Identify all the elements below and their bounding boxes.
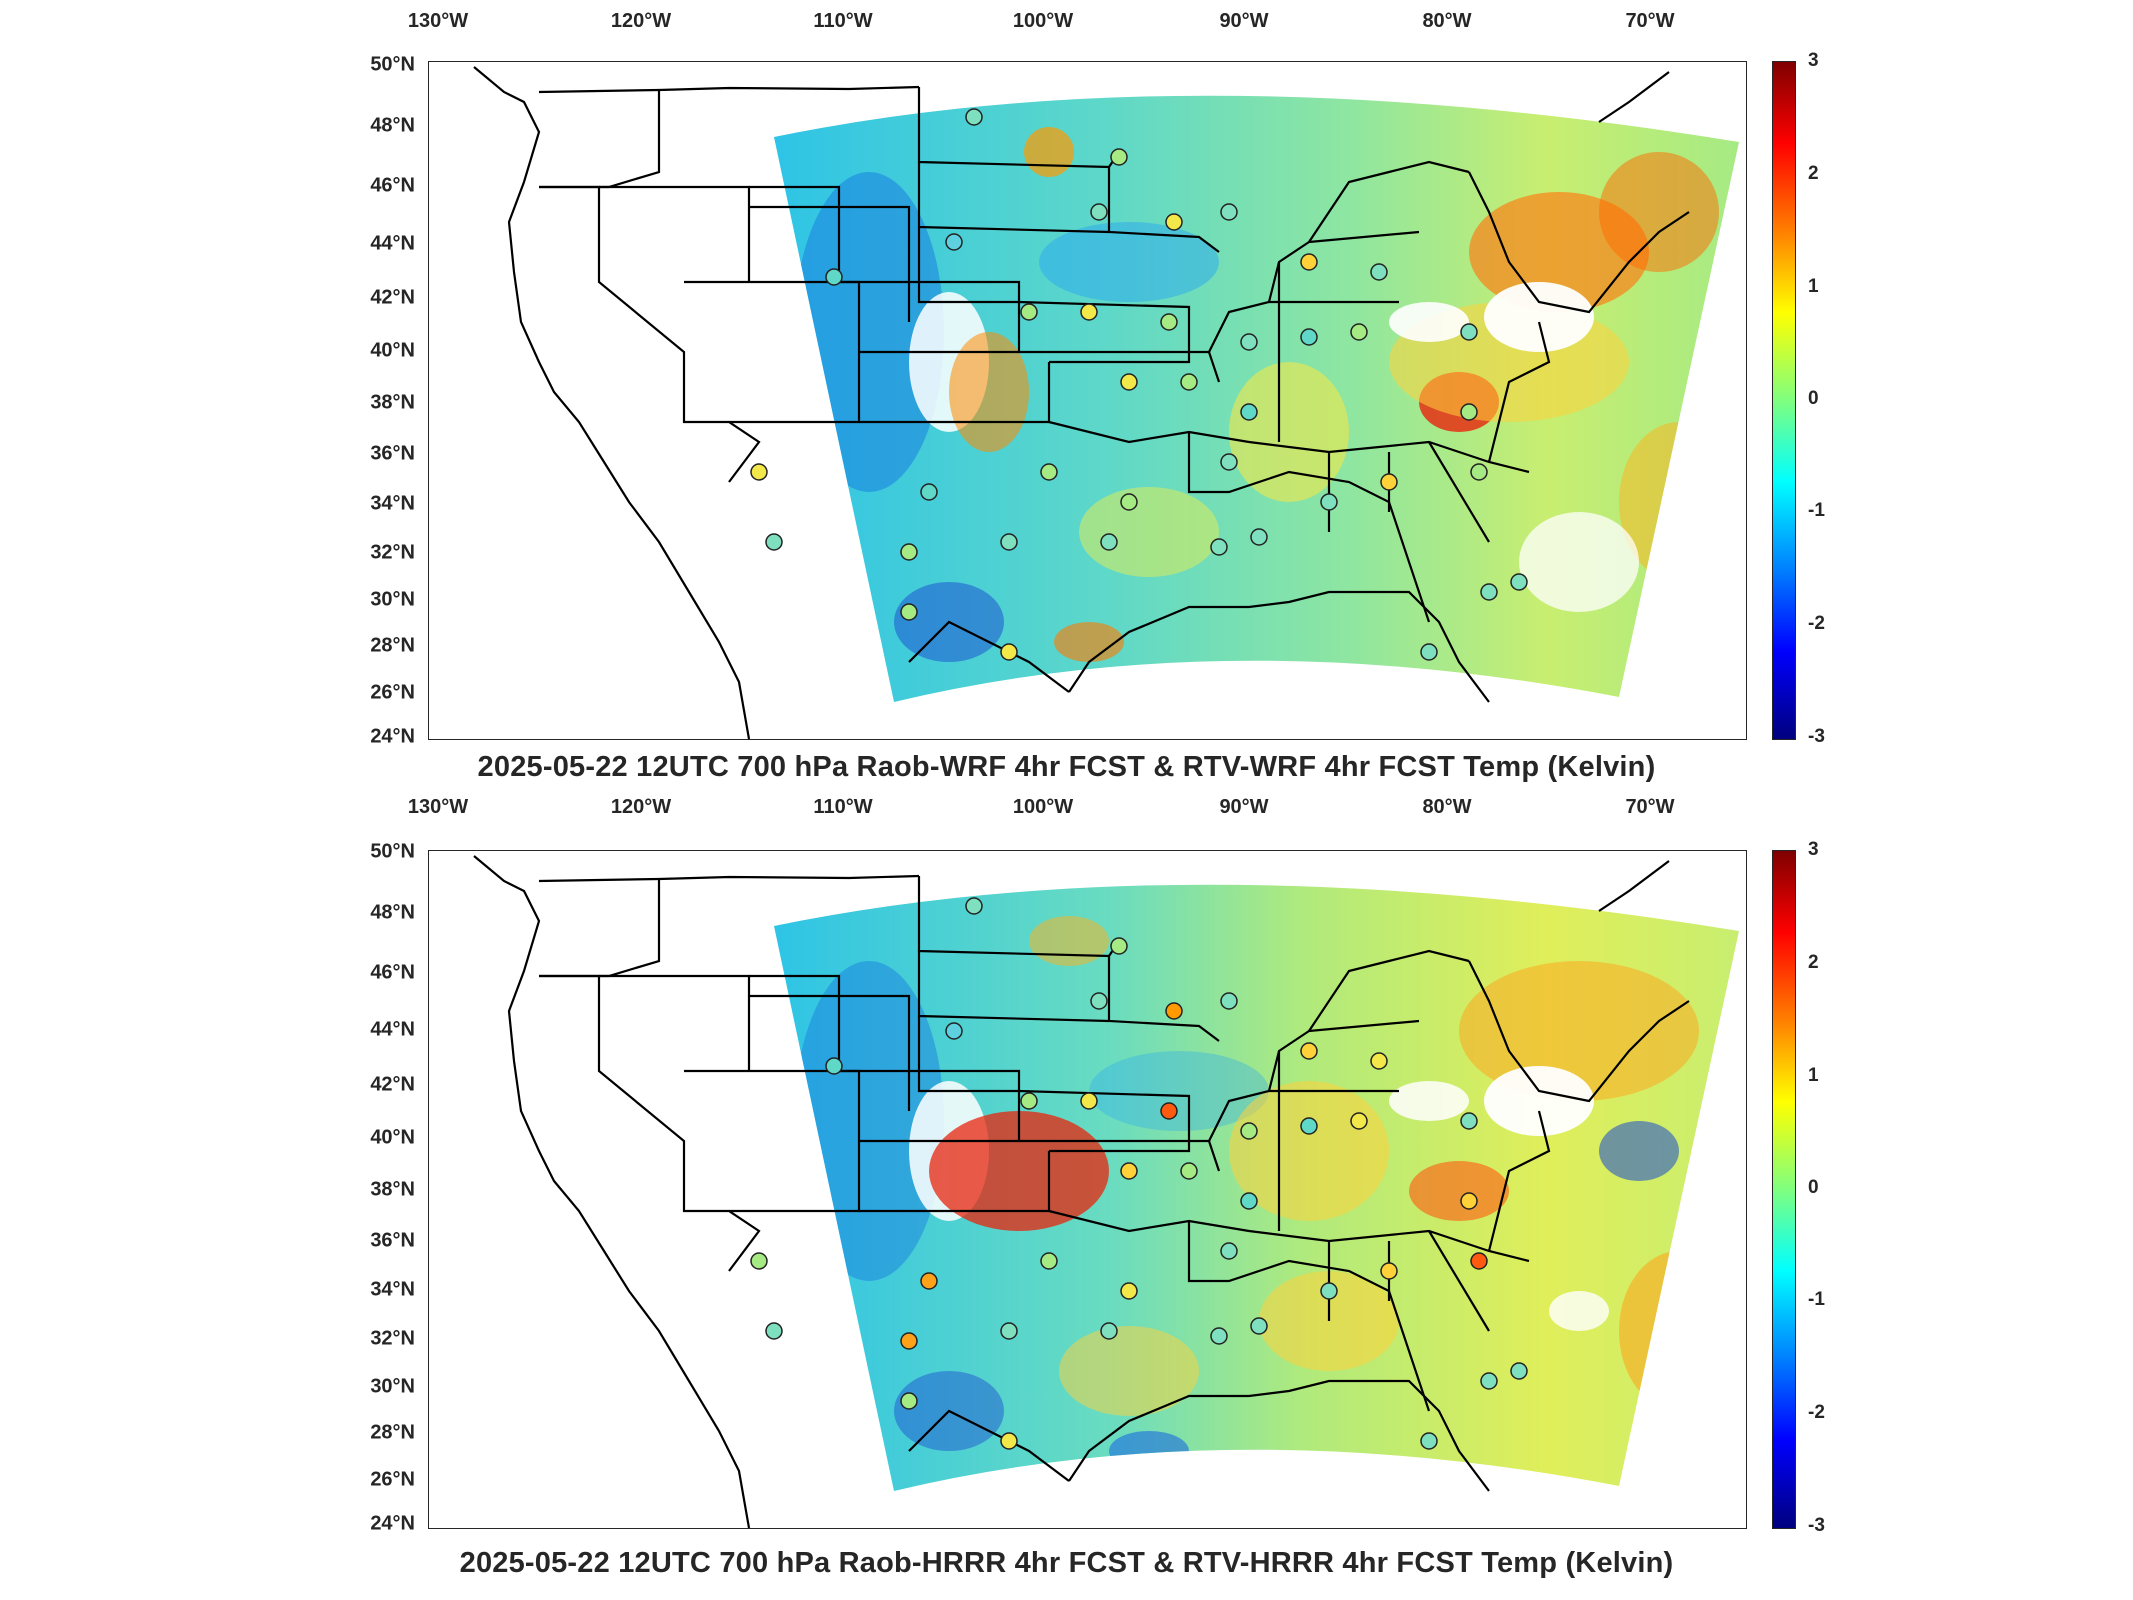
colorbar-tick: 2	[1808, 163, 1819, 184]
lon-label: 100°W	[1012, 796, 1074, 818]
colorbar-tick: -2	[1808, 613, 1825, 634]
temperature-difference-map	[473, 66, 1739, 739]
colorbar-tick: -1	[1808, 1289, 1825, 1310]
raob-stations	[750, 108, 1528, 661]
lon-label: 90°W	[1219, 10, 1269, 32]
lat-label: 42°N	[370, 1073, 415, 1096]
colorbar-tick: 0	[1808, 1177, 1819, 1198]
lat-label: 26°N	[370, 1468, 415, 1491]
lat-label: 32°N	[370, 541, 415, 564]
colorbar	[1772, 850, 1796, 1529]
colorbar-tick: 0	[1808, 388, 1819, 409]
lat-label: 40°N	[370, 339, 415, 362]
lon-label: 80°W	[1422, 796, 1472, 818]
lon-label: 80°W	[1422, 10, 1472, 32]
lat-label: 48°N	[370, 901, 415, 924]
lat-label: 34°N	[370, 1278, 415, 1301]
colorbar	[1772, 61, 1796, 740]
colorbar-tick: -3	[1808, 1515, 1825, 1536]
colorbar-tick: 1	[1808, 276, 1819, 297]
colorbar-tick: 1	[1808, 1065, 1819, 1086]
lat-label: 50°N	[370, 840, 415, 863]
lat-label: 32°N	[370, 1327, 415, 1350]
lat-label: 30°N	[370, 588, 415, 611]
colorbar-tick: -3	[1808, 726, 1825, 747]
colorbar-tick: -1	[1808, 500, 1825, 521]
lat-label: 24°N	[370, 1512, 415, 1535]
panel-title: 2025-05-22 12UTC 700 hPa Raob-HRRR 4hr F…	[459, 1547, 1674, 1579]
lat-label: 46°N	[370, 961, 415, 984]
boundaries	[473, 66, 1690, 739]
map-plot-area	[428, 850, 1747, 1529]
map-panel-hrrr: 130°W 120°W 110°W 100°W 90°W 80°W 70°W 5…	[0, 790, 2133, 1600]
lon-label: 120°W	[610, 10, 672, 32]
map-plot-area	[428, 61, 1747, 740]
lat-label: 48°N	[370, 114, 415, 137]
temperature-difference-map	[473, 855, 1739, 1528]
lat-label: 42°N	[370, 286, 415, 309]
lon-label: 70°W	[1625, 10, 1675, 32]
lat-label: 38°N	[370, 1178, 415, 1201]
lat-label: 44°N	[370, 232, 415, 255]
panel-title: 2025-05-22 12UTC 700 hPa Raob-WRF 4hr FC…	[477, 751, 1656, 783]
map-panel-wrf: 130°W 120°W 110°W 100°W 90°W 80°W 70°W 5…	[0, 0, 2133, 790]
lat-label: 24°N	[370, 725, 415, 748]
lat-label: 28°N	[370, 1421, 415, 1444]
lat-label: 34°N	[370, 492, 415, 515]
lon-label: 70°W	[1625, 796, 1675, 818]
lon-label: 130°W	[407, 796, 469, 818]
colorbar-tick: 3	[1808, 839, 1819, 860]
lat-label: 30°N	[370, 1375, 415, 1398]
lon-label: 100°W	[1012, 10, 1074, 32]
lat-label: 44°N	[370, 1018, 415, 1041]
lon-label: 110°W	[813, 10, 873, 32]
lat-label: 36°N	[370, 1229, 415, 1252]
lon-label: 110°W	[813, 796, 873, 818]
lat-label: 26°N	[370, 681, 415, 704]
colorbar-tick: 3	[1808, 50, 1819, 71]
raob-stations	[750, 897, 1528, 1450]
lat-label: 40°N	[370, 1126, 415, 1149]
colorbar-tick: 2	[1808, 952, 1819, 973]
lat-label: 46°N	[370, 174, 415, 197]
lat-label: 28°N	[370, 634, 415, 657]
lon-label: 130°W	[407, 10, 469, 32]
boundaries	[473, 855, 1690, 1528]
lat-label: 50°N	[370, 53, 415, 76]
lon-label: 120°W	[610, 796, 672, 818]
lat-label: 36°N	[370, 442, 415, 465]
colorbar-tick: -2	[1808, 1402, 1825, 1423]
lat-label: 38°N	[370, 391, 415, 414]
lon-label: 90°W	[1219, 796, 1269, 818]
